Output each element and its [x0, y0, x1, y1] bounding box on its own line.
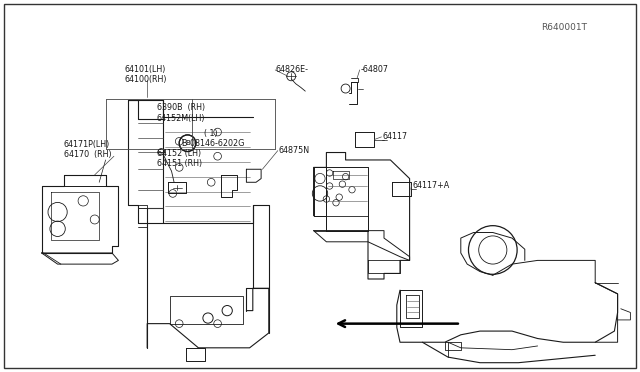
Text: 64117+A: 64117+A [413, 181, 450, 190]
Text: 64875N: 64875N [278, 146, 310, 155]
Text: -64807: -64807 [360, 65, 388, 74]
Text: 6390B  (RH): 6390B (RH) [157, 103, 205, 112]
Text: 64151 (RH): 64151 (RH) [157, 159, 202, 168]
Text: 64171P(LH): 64171P(LH) [64, 140, 110, 149]
Text: B 08146-6202G: B 08146-6202G [182, 139, 244, 148]
Text: 64170  (RH): 64170 (RH) [64, 150, 111, 159]
Text: B: B [185, 140, 190, 146]
Text: ( 1): ( 1) [204, 129, 217, 138]
Text: 64100(RH): 64100(RH) [125, 76, 167, 84]
Text: 64826E-: 64826E- [275, 65, 308, 74]
Text: 64117: 64117 [382, 132, 407, 141]
Text: 64101(LH): 64101(LH) [125, 65, 166, 74]
Text: 64152 (LH): 64152 (LH) [157, 149, 201, 158]
Text: R640001T: R640001T [541, 23, 587, 32]
Text: 64152M(LH): 64152M(LH) [157, 114, 205, 123]
